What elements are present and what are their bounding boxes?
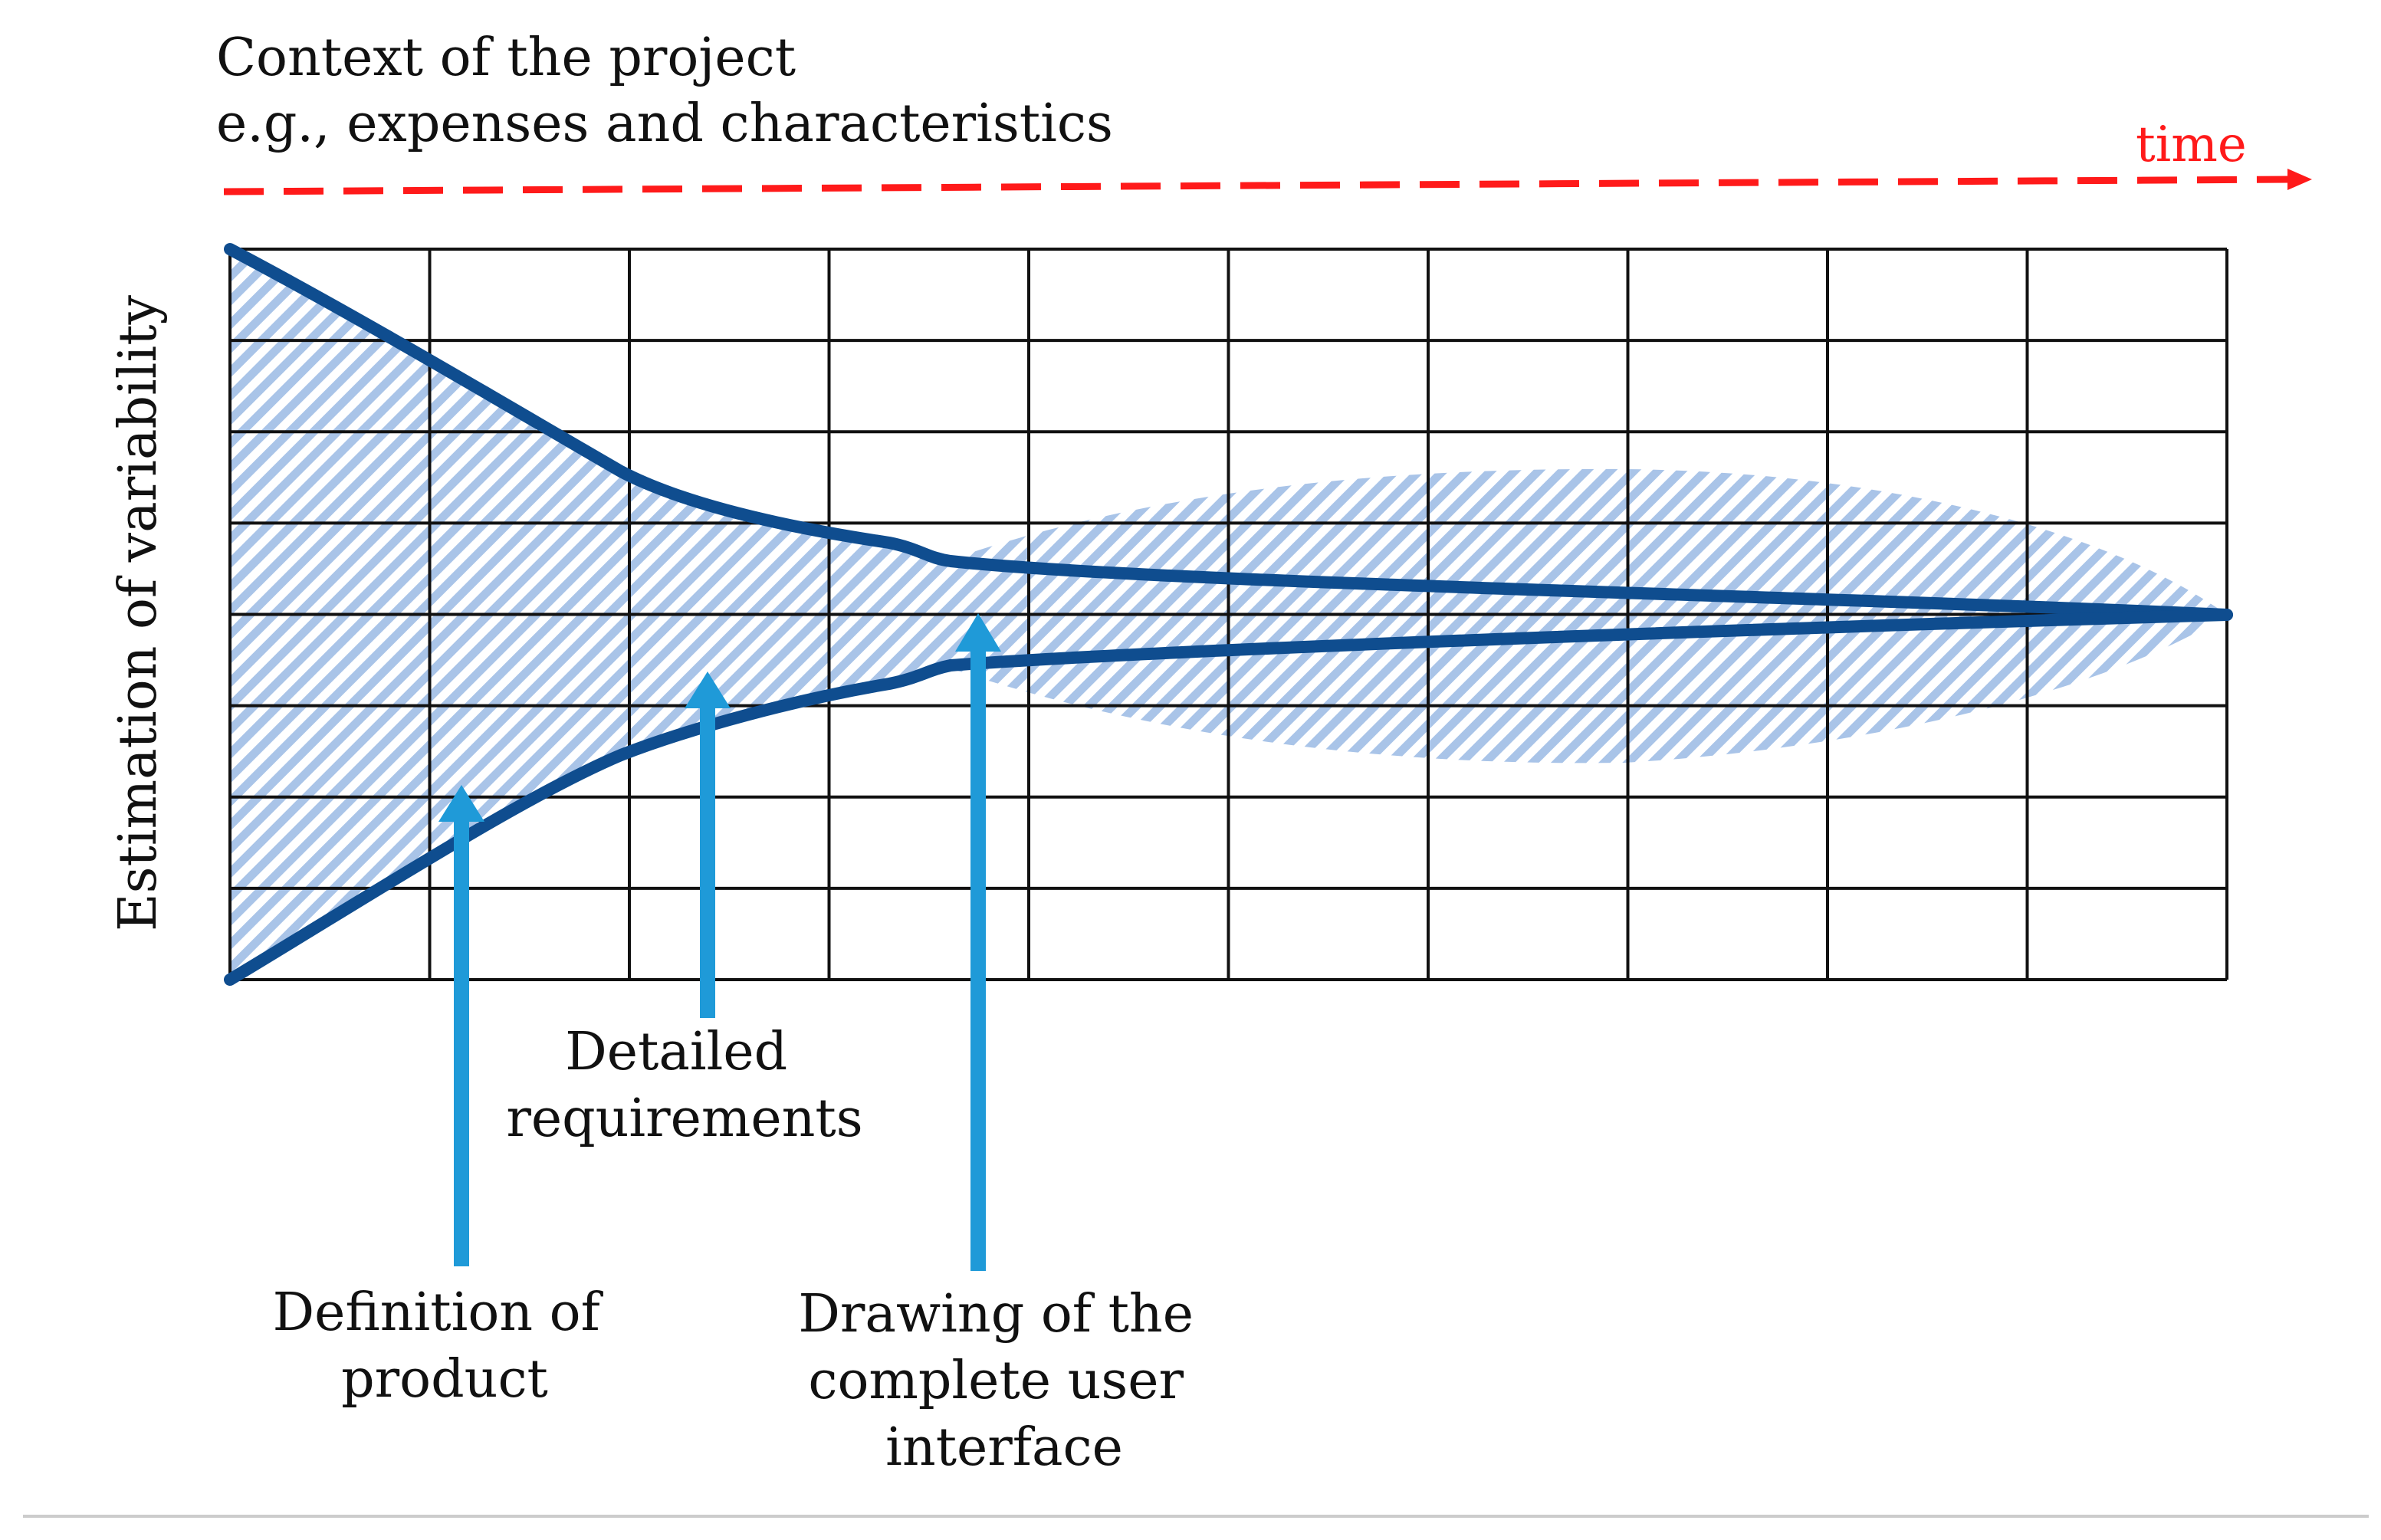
ui-drawing-arrow (955, 613, 1001, 1271)
y-axis-label: Estimation of variability (108, 294, 169, 931)
requirements-arrow-shaft (700, 699, 715, 1018)
requirements-label-line2: requirements (506, 1089, 862, 1149)
time-arrow-head (2287, 169, 2312, 190)
definition-arrow-shaft (454, 813, 469, 1266)
context-subtitle: e.g., expenses and characteristics (216, 94, 1113, 154)
ui-drawing-arrow-head (955, 613, 1001, 652)
time-arrow (223, 169, 2312, 195)
time-label: time (2136, 117, 2247, 173)
definition-label-line2: product (341, 1349, 548, 1410)
definition-label: Definition of product (273, 1282, 617, 1410)
definition-label-line1: Definition of (273, 1282, 604, 1343)
definition-arrow-head (438, 785, 484, 822)
context-title: Context of the project (216, 28, 796, 88)
definition-arrow (438, 785, 484, 1266)
requirements-arrow (685, 671, 731, 1018)
requirements-arrow-head (685, 671, 731, 708)
time-arrow-shaft (223, 176, 2293, 195)
grid (228, 248, 2228, 981)
ui-drawing-label-line2: complete user (808, 1351, 1184, 1411)
milestone-arrows (438, 613, 1001, 1271)
requirements-label: Detailed requirements (506, 1022, 862, 1149)
requirements-label-line1: Detailed (565, 1022, 787, 1082)
ui-drawing-label-line3: interface (885, 1417, 1123, 1478)
funnel-lines (224, 243, 2233, 986)
ui-drawing-label: Drawing of the complete user interface (798, 1284, 1210, 1478)
ui-drawing-arrow-shaft (970, 642, 986, 1271)
ui-drawing-label-line1: Drawing of the (798, 1284, 1194, 1345)
leaf-hatch (951, 468, 2227, 763)
upper-estimate-line (224, 243, 2233, 621)
lower-estimate-line (224, 609, 2233, 986)
